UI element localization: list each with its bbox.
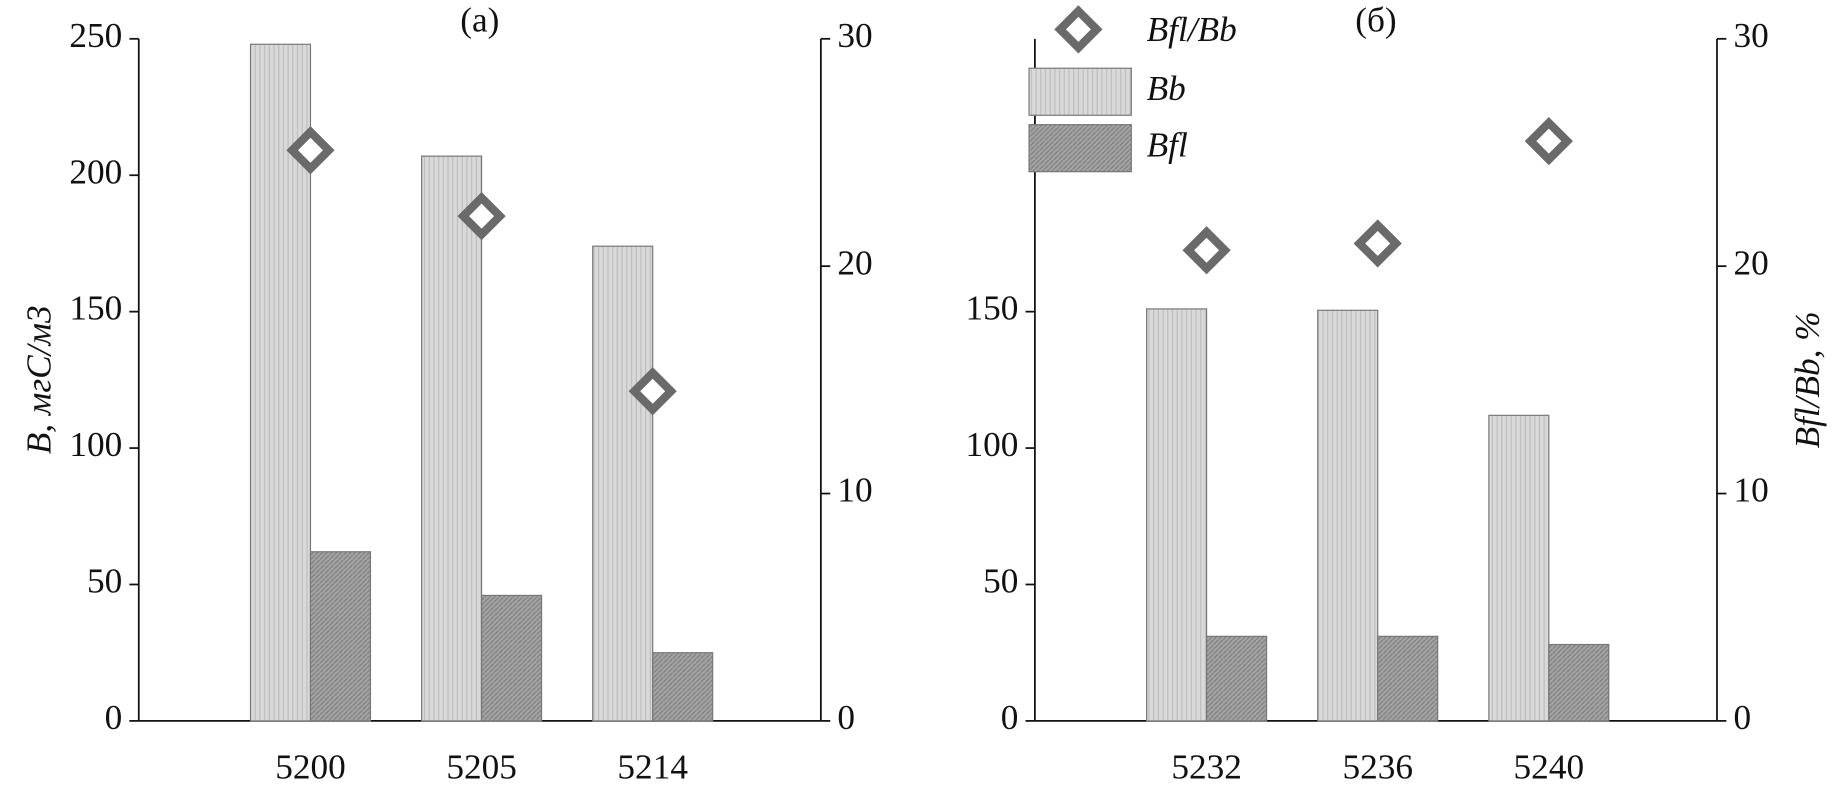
y-tick-label: 50 — [87, 562, 122, 601]
y2-tick-label: 10 — [1733, 471, 1768, 510]
ratio-marker — [1524, 117, 1573, 166]
x-tick-label: 5200 — [275, 747, 346, 786]
bar — [1488, 414, 1550, 722]
y-tick-label: 0 — [105, 698, 123, 737]
y-tick-label: 0 — [1001, 698, 1019, 737]
x-tick-label: 5236 — [1342, 747, 1413, 786]
y2-tick-label: 30 — [1733, 16, 1768, 55]
x-tick-label: 5205 — [446, 747, 517, 786]
legend-label: Bb — [1147, 69, 1186, 108]
y2-tick-label: 0 — [837, 698, 855, 737]
y-tick-label: 100 — [966, 425, 1019, 464]
bar — [480, 594, 543, 722]
y2-tick-label: 20 — [1733, 243, 1768, 282]
ratio-marker — [1353, 219, 1402, 268]
bar — [652, 652, 714, 722]
y-tick-label: 200 — [69, 152, 122, 191]
ratio-marker — [457, 192, 506, 241]
panel-title: (б) — [1355, 1, 1396, 40]
bar — [1146, 308, 1208, 722]
bar — [309, 551, 372, 722]
y-tick-label: 150 — [966, 289, 1019, 328]
bar — [1548, 643, 1610, 722]
legend-swatch — [1028, 124, 1132, 173]
bar — [592, 245, 654, 722]
x-tick-label: 5214 — [617, 747, 688, 786]
y-tick-label: 100 — [69, 425, 122, 464]
y2-tick-label: 10 — [837, 471, 872, 510]
y2-tick-label: 0 — [1733, 698, 1751, 737]
x-tick-label: 5240 — [1514, 747, 1585, 786]
y2-tick-label: 20 — [837, 243, 872, 282]
legend-label: Bfl — [1147, 125, 1188, 164]
bar — [1317, 309, 1379, 722]
y-tick-label: 250 — [69, 16, 122, 55]
y2-tick-label: 30 — [837, 16, 872, 55]
bar — [1206, 635, 1268, 722]
legend-swatch — [1028, 67, 1132, 116]
ratio-marker — [628, 367, 677, 416]
y-axis-label: B, мгС/м3 — [19, 305, 58, 454]
y-tick-label: 50 — [983, 562, 1018, 601]
panel-title: (а) — [460, 1, 499, 40]
y-tick-label: 150 — [69, 289, 122, 328]
ratio-marker — [286, 126, 335, 175]
ratio-marker — [1182, 226, 1231, 275]
bar — [1377, 635, 1439, 722]
legend-label: Bfl/Bb — [1147, 10, 1237, 49]
x-tick-label: 5232 — [1171, 747, 1242, 786]
bar — [421, 155, 483, 722]
y2-axis-label: Bfl/Bb, % — [1788, 311, 1827, 448]
legend-marker — [1054, 5, 1103, 54]
